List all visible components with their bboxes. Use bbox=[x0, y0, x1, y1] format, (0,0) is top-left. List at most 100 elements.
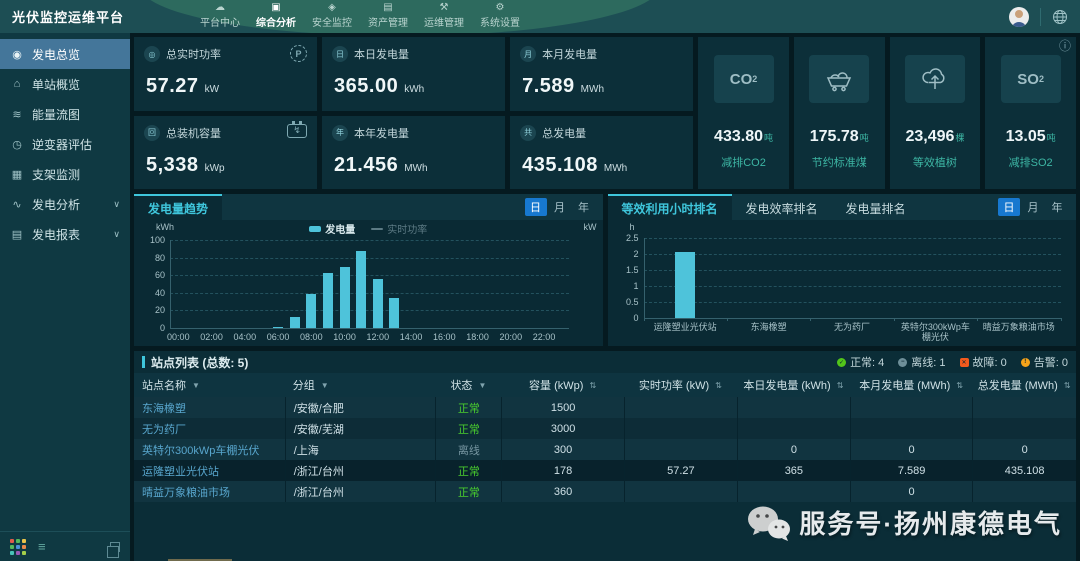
x-axis-tick-label: 运隆塑业光伏站 bbox=[653, 322, 717, 332]
tab-发电效率排名[interactable]: 发电效率排名 bbox=[745, 201, 818, 216]
top-nav: 光伏监控运维平台 ☁ 平台中心 ▣ 综合分析 ◈ 安全监控 ▤ 资产管理 ⚒ 运维管理 ⚙ 系统设置 bbox=[0, 0, 1080, 33]
so2-icon: SO 2 bbox=[1000, 55, 1061, 103]
sort-icon[interactable]: ⇅ bbox=[956, 380, 963, 390]
tab-generation-trend[interactable]: 发电量趋势 bbox=[134, 194, 223, 220]
nav-item-analysis[interactable]: ▣ 综合分析 bbox=[252, 2, 300, 31]
column-header-状态[interactable]: 状态 ▼ bbox=[435, 373, 501, 397]
station-name-link[interactable]: 无为药厂 bbox=[142, 423, 186, 436]
title-accent-bar bbox=[142, 356, 145, 368]
column-header-实时功率 (kW)[interactable]: 实时功率 (kW) ⇅ bbox=[624, 373, 737, 397]
sidebar-item-label: 能量流图 bbox=[32, 107, 81, 122]
column-header-容量 (kWp)[interactable]: 容量 (kWp) ⇅ bbox=[501, 373, 623, 397]
y-axis-line bbox=[170, 240, 171, 328]
y-axis-tick-label: 2 bbox=[633, 249, 639, 259]
today-generation-icon: 日 bbox=[332, 46, 349, 62]
station-name-link[interactable]: 晴益万象粮油市场 bbox=[142, 486, 230, 499]
status-badge-icon: ! bbox=[1020, 357, 1030, 367]
ranking-range-日[interactable]: 日 bbox=[998, 198, 1020, 216]
column-header-分组[interactable]: 分组 ▼ bbox=[285, 373, 436, 397]
sidebar: ◉ 发电总览 ⌂ 单站概览 ≋ 能量流图 ◷ 逆变器评估 ▦ 支架监测 ∿ 发电分析 ∨ ▤ 发电报表 ∨ ≡ bbox=[0, 33, 130, 561]
table-row[interactable]: 英特尔300kWp车棚光伏/上海 离线 300 0 0 0 bbox=[134, 439, 1076, 460]
env-card-label: 等效植树 bbox=[912, 157, 957, 169]
x-axis-tick bbox=[726, 318, 728, 321]
station-name-link[interactable]: 东海橡塑 bbox=[142, 402, 186, 415]
stat-card-month-generation: 月本月发电量 7.589 MWh bbox=[510, 37, 694, 111]
stat-card-head: 年本年发电量 bbox=[332, 124, 495, 141]
column-header-站点名称[interactable]: 站点名称 ▼ bbox=[134, 373, 285, 397]
table-cell bbox=[623, 439, 737, 460]
ranking-range-年[interactable]: 年 bbox=[1051, 202, 1063, 214]
station-name-link[interactable]: 英特尔300kWp车棚光伏 bbox=[142, 444, 260, 457]
nav-item-asset-management[interactable]: ▤ 资产管理 bbox=[364, 2, 412, 31]
table-row[interactable]: 东海橡塑/安徽/合肥 正常 1500 bbox=[134, 397, 1076, 418]
trend-panel-tabs: 发电量趋势 日月 年 bbox=[134, 194, 603, 220]
nav-item-platform-center[interactable]: ☁ 平台中心 bbox=[196, 2, 244, 31]
apps-grid-icon[interactable] bbox=[10, 538, 26, 555]
sort-icon[interactable]: ⇅ bbox=[836, 380, 844, 390]
sort-icon[interactable]: ⇅ bbox=[1063, 380, 1071, 390]
sidebar-item-power-overview[interactable]: ◉ 发电总览 bbox=[0, 39, 130, 69]
env-card-grid: CO 2 433.80吨 减排CO2 175.78吨 节约标准煤 23,496棵 等效植树 SO… bbox=[698, 37, 1076, 189]
status-badge-故障: ✕ 故障: 0 bbox=[959, 354, 1007, 370]
table-row[interactable]: 无为药厂/安徽/芜湖 正常 3000 bbox=[134, 418, 1076, 439]
nav-item-label: 安全监控 bbox=[312, 18, 353, 29]
table-cell bbox=[972, 397, 1076, 418]
column-header-label: 本日发电量 (kWh) bbox=[743, 380, 831, 392]
status-badge-text: 正常: 4 bbox=[850, 357, 885, 369]
legend-item-实时功率[interactable]: 实时功率 bbox=[371, 221, 427, 236]
nav-item-system-settings[interactable]: ⚙ 系统设置 bbox=[476, 2, 524, 31]
sidebar-item-station-overview[interactable]: ⌂ 单站概览 bbox=[0, 69, 130, 99]
analysis-icon: ▣ bbox=[271, 2, 281, 13]
language-globe-icon[interactable] bbox=[1052, 9, 1068, 25]
copy-layers-icon[interactable] bbox=[107, 541, 120, 558]
sort-icon[interactable]: ⇅ bbox=[589, 380, 597, 390]
tab-等效利用小时排名[interactable]: 等效利用小时排名 bbox=[607, 194, 732, 220]
x-axis-tick-label: 20:00 bbox=[499, 332, 523, 342]
sidebar-item-power-report[interactable]: ▤ 发电报表 ∨ bbox=[0, 219, 130, 249]
info-icon[interactable]: ⓘ bbox=[1058, 39, 1071, 53]
sidebar-item-energy-flow[interactable]: ≋ 能量流图 bbox=[0, 99, 130, 129]
user-avatar[interactable] bbox=[1009, 6, 1029, 27]
table-cell: 0 bbox=[849, 481, 972, 502]
stat-card-label: 总装机容量 bbox=[166, 127, 221, 140]
column-header-本月发电量 (MWh)[interactable]: 本月发电量 (MWh) ⇅ bbox=[850, 373, 972, 397]
table-row[interactable]: 运隆塑业光伏站/浙江/台州 正常 178 57.27 365 7.589 435.108 bbox=[134, 460, 1076, 481]
station-name-link[interactable]: 运隆塑业光伏站 bbox=[142, 465, 219, 478]
table-cell bbox=[623, 481, 737, 502]
sort-icon[interactable]: ⇅ bbox=[715, 380, 722, 390]
sidebar-item-inverter-eval[interactable]: ◷ 逆变器评估 bbox=[0, 129, 130, 159]
table-cell: 0 bbox=[972, 439, 1076, 460]
ranking-range-月[interactable]: 月 bbox=[1027, 202, 1039, 214]
table-cell: 东海橡塑 bbox=[134, 397, 285, 418]
station-status: 正常 bbox=[457, 465, 480, 478]
sidebar-footer: ≡ bbox=[0, 531, 130, 561]
nav-item-ops-management[interactable]: ⚒ 运维管理 bbox=[420, 2, 468, 31]
app-logo: 光伏监控运维平台 bbox=[12, 10, 125, 25]
env-card-value: 13.05吨 bbox=[1005, 128, 1056, 145]
filter-icon[interactable]: ▼ bbox=[192, 380, 200, 390]
table-cell: /浙江/台州 bbox=[284, 481, 436, 502]
column-header-本日发电量 (kWh)[interactable]: 本日发电量 (kWh) ⇅ bbox=[737, 373, 850, 397]
nav-item-security-monitor[interactable]: ◈ 安全监控 bbox=[308, 2, 356, 31]
trend-range-年[interactable]: 年 bbox=[578, 202, 589, 214]
legend-item-发电量[interactable]: 发电量 bbox=[309, 221, 355, 236]
table-row[interactable]: 晴益万象粮油市场/浙江/台州 正常 360 0 bbox=[134, 481, 1076, 502]
trend-range-日[interactable]: 日 bbox=[524, 198, 547, 216]
sidebar-item-bracket-monitor[interactable]: ▦ 支架监测 bbox=[0, 159, 130, 189]
battery-icon: ↯ bbox=[287, 120, 308, 138]
filter-icon[interactable]: ▼ bbox=[320, 380, 329, 390]
main-content: ⓘ ◎ 总实时功率 P 57.27 kW 日本日发电量 365.00 kWh 月本月发电量 7.5… bbox=[130, 33, 1080, 561]
trend-range-月[interactable]: 月 bbox=[554, 202, 565, 214]
station-group: /浙江/台州 bbox=[293, 465, 344, 478]
column-header-总发电量 (MWh)[interactable]: 总发电量 (MWh) ⇅ bbox=[972, 373, 1076, 397]
table-cell: 7.589 bbox=[849, 460, 972, 481]
filter-icon[interactable]: ▼ bbox=[478, 380, 487, 390]
report-icon: ▤ bbox=[11, 228, 23, 241]
sidebar-item-power-analysis[interactable]: ∿ 发电分析 ∨ bbox=[0, 189, 130, 219]
tab-发电量排名[interactable]: 发电量排名 bbox=[845, 201, 906, 216]
status-badge-text: 告警: 0 bbox=[1033, 357, 1068, 369]
collapse-menu-icon[interactable]: ≡ bbox=[38, 539, 46, 554]
x-axis-tick-label: 00:00 bbox=[167, 332, 190, 342]
station-table-header: 站点名称 ▼ 分组 ▼ 状态 ▼ 容量 (kWp) ⇅ 实时功率 (kW) ⇅ 本日发电量 (kWh… bbox=[134, 373, 1076, 397]
table-cell: 正常 bbox=[435, 460, 501, 481]
